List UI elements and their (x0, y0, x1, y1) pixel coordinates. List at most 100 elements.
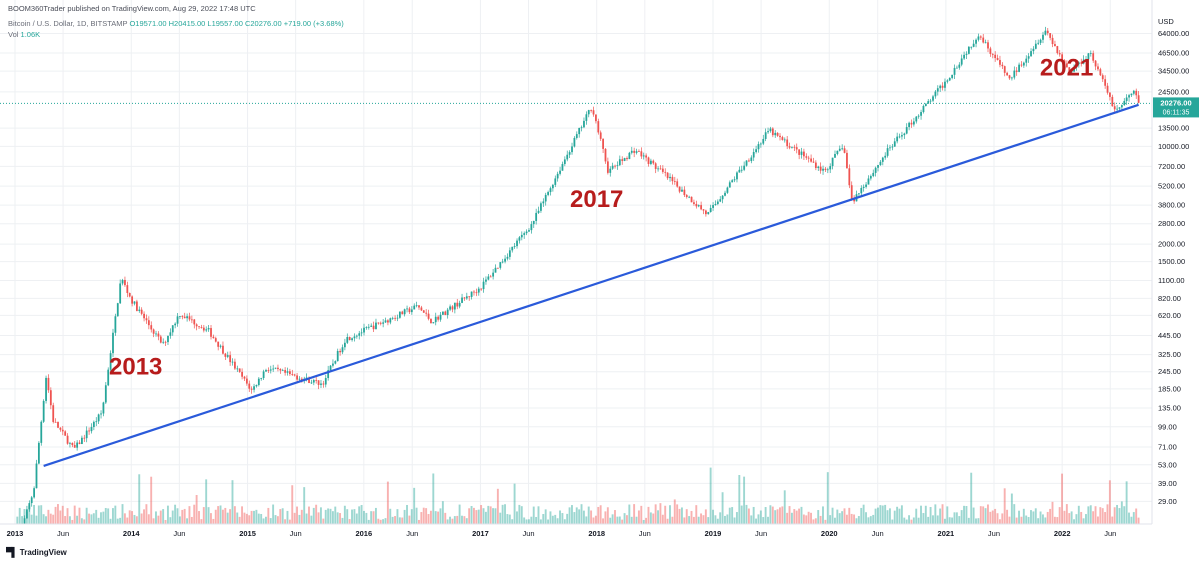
candle-body (195, 324, 198, 327)
candle-body (446, 309, 449, 315)
volume-bar (750, 515, 753, 524)
candle-body (47, 377, 50, 391)
volume-bar (709, 467, 712, 524)
volume-bar (836, 509, 839, 524)
candle-body (891, 146, 894, 148)
candle-body (66, 435, 69, 444)
volume-bar (939, 508, 942, 524)
volume-bar (798, 508, 801, 524)
candle-body (575, 134, 578, 138)
price-tick: 135.00 (1158, 403, 1181, 412)
volume-bar (953, 512, 956, 524)
candle-body (501, 261, 504, 263)
volume-bar (853, 514, 856, 524)
volume-bar (296, 506, 298, 524)
volume-bar (1063, 510, 1066, 524)
time-tick: 2022 (1054, 529, 1071, 538)
candle-body (396, 317, 399, 319)
candle-body (556, 173, 559, 179)
volume-legend[interactable]: Vol 1.06K (8, 30, 40, 39)
volume-bar (382, 519, 385, 524)
candle-body (504, 258, 506, 262)
price-axis-panel[interactable] (1152, 0, 1200, 524)
candle-body (157, 333, 160, 337)
time-tick: 2017 (472, 529, 489, 538)
volume-bar (310, 515, 313, 524)
volume-bar (57, 504, 59, 524)
candle-body (164, 341, 167, 343)
candle-body (133, 301, 136, 304)
volume-bar (812, 519, 815, 524)
candle-body (57, 422, 59, 428)
volume-bar (573, 512, 576, 524)
volume-bar (176, 508, 179, 524)
volume-bar (886, 510, 889, 524)
volume-bar (920, 505, 922, 524)
volume-bar (451, 518, 454, 524)
volume-bar (123, 513, 126, 524)
candle-body (554, 178, 557, 185)
candle-body (965, 53, 968, 55)
volume-bar (771, 506, 774, 524)
candle-body (451, 306, 454, 310)
candle-body (714, 204, 717, 206)
candle-body (740, 169, 743, 171)
candle-body (628, 152, 631, 160)
volume-bar (975, 518, 977, 524)
volume-bar (16, 516, 19, 524)
volume-bar (640, 505, 643, 524)
candle-body (764, 132, 767, 139)
candle-body (850, 185, 853, 200)
candle-body (61, 429, 64, 432)
volume-bar (1030, 510, 1032, 524)
candle-body (896, 136, 899, 142)
annotation-label[interactable]: 2017 (570, 186, 623, 213)
volume-bar (924, 505, 927, 524)
time-axis-panel[interactable] (0, 524, 1200, 560)
volume-bar (1001, 513, 1004, 524)
candle-body (100, 413, 102, 415)
volume-bar (580, 504, 583, 524)
volume-bar (319, 507, 322, 524)
candle-body (728, 182, 731, 188)
volume-bar (279, 509, 282, 524)
volume-bar (857, 516, 860, 524)
volume-bar (418, 519, 420, 524)
candle-body (535, 212, 538, 221)
candle-body (970, 46, 973, 48)
price-tick: 3800.00 (1158, 201, 1185, 210)
candle-body (217, 341, 220, 347)
volume-bar (738, 474, 741, 524)
volume-bar (260, 513, 263, 524)
price-tick: 7200.00 (1158, 162, 1185, 171)
annotation-label[interactable]: 2021 (1040, 55, 1093, 82)
volume-bar (745, 504, 748, 524)
volume-bar (341, 517, 344, 524)
tradingview-logo[interactable]: ▀▌ TradingView (6, 547, 67, 557)
trendline[interactable] (43, 103, 1139, 467)
candle-body (810, 158, 812, 162)
volume-bar (896, 506, 899, 524)
volume-bar (178, 516, 181, 524)
candle-body (604, 148, 607, 162)
volume-bar (360, 505, 363, 524)
candle-body (944, 81, 946, 88)
price-tick: 10000.00 (1158, 142, 1189, 151)
candle-body (90, 427, 93, 432)
volume-bar (951, 517, 954, 524)
volume-bar (267, 507, 270, 524)
volume-bar (312, 507, 315, 524)
volume-bar (757, 514, 760, 524)
volume-bar (666, 518, 669, 524)
volume-bar (374, 507, 377, 524)
volume-bar (592, 517, 595, 524)
symbol-legend[interactable]: Bitcoin / U.S. Dollar, 1D, BITSTAMP O195… (8, 19, 344, 28)
candle-body (664, 171, 667, 173)
volume-bar (936, 515, 939, 524)
volume-bar (867, 517, 870, 524)
volume-bar (131, 511, 134, 524)
annotation-label[interactable]: 2013 (109, 353, 162, 380)
candle-body (822, 168, 824, 171)
candle-body (580, 127, 583, 129)
